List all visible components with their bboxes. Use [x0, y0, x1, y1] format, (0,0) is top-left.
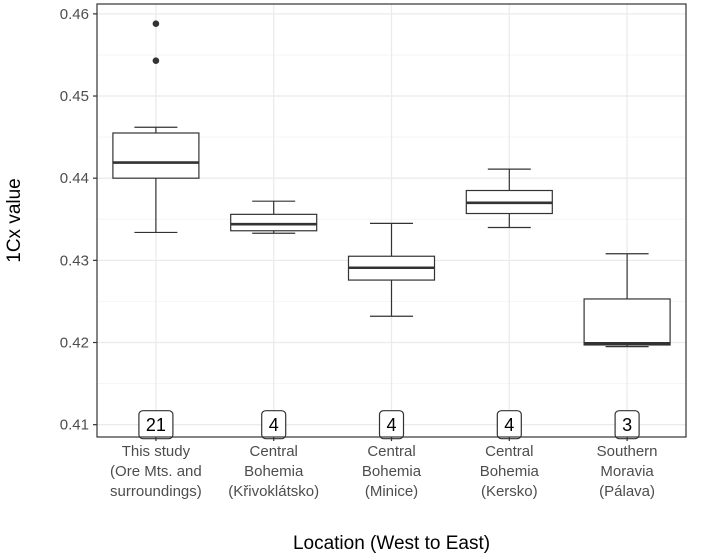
- sample-size-labels: 21 4 4 4 3: [138, 410, 640, 440]
- x-tick-label-line: surroundings): [110, 483, 202, 500]
- y-tick-label: 0.45: [60, 88, 89, 105]
- outlier-point: [152, 57, 160, 64]
- x-tick-label-line: Bohemia: [480, 463, 540, 480]
- sample-size-label: 4: [261, 410, 287, 440]
- box-iqr: [230, 213, 318, 232]
- y-tick-label: 0.42: [60, 335, 89, 352]
- sample-size-label: 21: [138, 410, 174, 440]
- y-tick-label: 0.41: [60, 417, 89, 434]
- x-tick-label-line: Bohemia: [362, 463, 422, 480]
- box-iqr: [583, 298, 671, 346]
- outlier-point: [152, 20, 160, 28]
- box-1: [112, 20, 200, 234]
- x-tick-label: Central Bohemia (Křivoklátsko): [228, 443, 319, 500]
- sample-size-label: 3: [614, 410, 640, 440]
- grid-lines: [97, 4, 686, 437]
- x-tick-label-line: Southern: [597, 443, 658, 460]
- x-tick-label-line: (Pálava): [599, 483, 655, 500]
- box-3: [347, 222, 436, 317]
- x-tick-label-line: Central: [485, 443, 533, 460]
- x-tick-label-line: (Křivoklátsko): [228, 483, 319, 500]
- x-tick-label-line: Bohemia: [244, 463, 304, 480]
- box-2: [230, 200, 318, 234]
- sample-size-text: 3: [622, 415, 632, 435]
- x-tick-label-line: Moravia: [600, 463, 654, 480]
- x-tick-label: Southern Moravia (Pálava): [597, 443, 658, 500]
- sample-size-text: 4: [269, 415, 279, 435]
- sample-size-text: 21: [146, 415, 166, 435]
- x-tick-label-line: (Ore Mts. and: [110, 463, 202, 480]
- y-tick-label: 0.46: [60, 6, 89, 23]
- box-iqr: [112, 132, 200, 179]
- y-tick-label: 0.43: [60, 252, 89, 269]
- box-5: [583, 253, 671, 348]
- sample-size-text: 4: [386, 415, 396, 435]
- y-axis: 0.41 0.42 0.43 0.44 0.45 0.46: [60, 6, 97, 434]
- y-axis-title: 1Cx value: [4, 178, 25, 263]
- y-tick-label: 0.44: [60, 170, 89, 187]
- sample-size-label: 4: [378, 410, 405, 440]
- x-tick-label: Central Bohemia (Kersko): [480, 443, 540, 500]
- x-tick-label: Central Bohemia (Minice): [362, 443, 422, 500]
- x-axis-title: Location (West to East): [293, 533, 490, 554]
- boxes: [112, 20, 671, 348]
- sample-size-label: 4: [496, 410, 522, 440]
- x-tick-label-line: Central: [367, 443, 415, 460]
- x-tick-label-line: Central: [250, 443, 298, 460]
- x-tick-label-line: (Minice): [365, 483, 418, 500]
- box-4: [465, 168, 553, 229]
- x-axis: This study (Ore Mts. and surroundings) Cent…: [110, 437, 658, 500]
- x-tick-label: This study (Ore Mts. and surroundings): [110, 443, 202, 500]
- sample-size-text: 4: [504, 415, 514, 435]
- x-tick-label-line: This study: [122, 443, 191, 460]
- x-tick-label-line: (Kersko): [481, 483, 538, 500]
